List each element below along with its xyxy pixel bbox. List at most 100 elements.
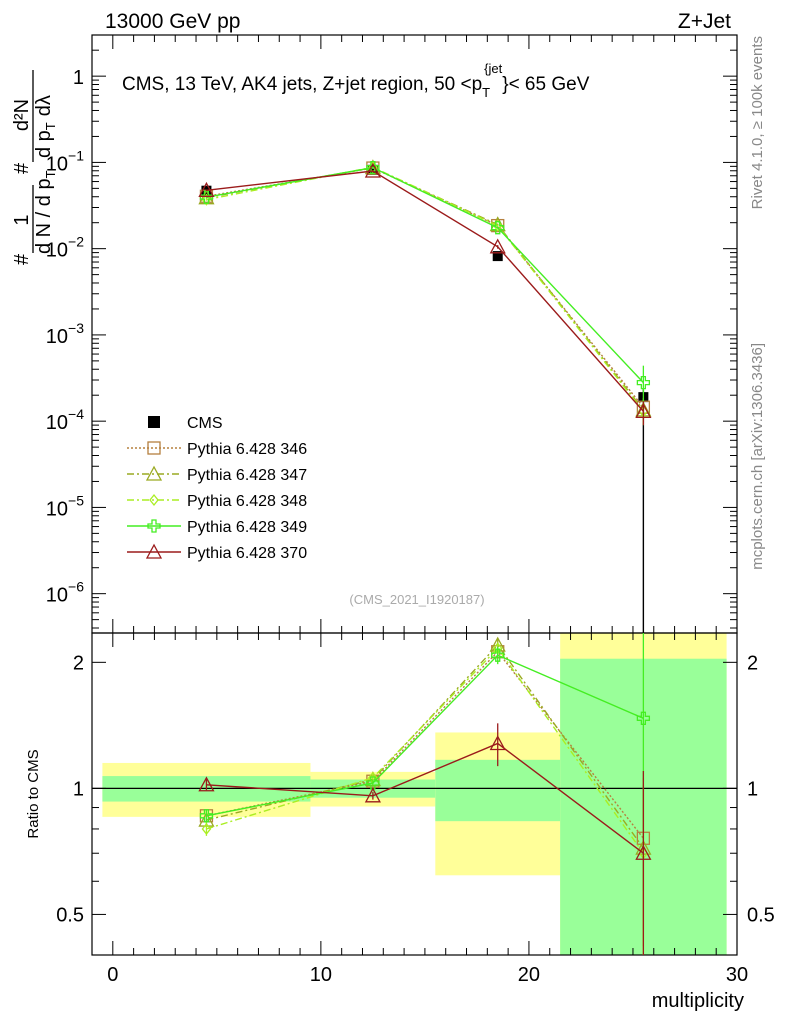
- legend-marker-2: [149, 493, 159, 507]
- main-line-0: [206, 167, 644, 408]
- ylabel-num: d²N: [11, 99, 33, 131]
- ylabel-sub-b: T: [43, 122, 58, 130]
- legend-label-data: CMS: [187, 415, 223, 432]
- main-ytick-label: 10−6: [46, 579, 84, 607]
- ratio-point: [198, 776, 215, 792]
- tick-base: 10: [46, 326, 68, 348]
- main-series-2: [201, 161, 649, 426]
- ratio-line-0: [206, 650, 644, 839]
- analysis-tag: (CMS_2021_I1920187): [349, 592, 484, 607]
- ylabel-den-left: d N / d pT: [33, 170, 58, 254]
- ratio-point: [636, 711, 651, 725]
- ratio-point: [199, 809, 214, 823]
- ylabel-hash-b: #: [11, 162, 33, 174]
- main-point: [492, 219, 503, 232]
- main-title: CMS, 13 TeV, AK4 jets, Z+jet region, 50 …: [122, 61, 590, 100]
- panel-frames: [91, 34, 738, 956]
- tick-exp: −6: [68, 579, 84, 595]
- x-tick-label: 20: [518, 964, 540, 986]
- ratio-ylabel: Ratio to CMS: [25, 749, 42, 838]
- ratio-uncertainty-bands: [102, 633, 727, 955]
- main-line-4: [206, 170, 644, 412]
- main-ylabel: # 1 d N / d pT # d²N d pTdλ: [11, 70, 58, 265]
- main-point: [364, 162, 381, 178]
- main-point: [635, 402, 652, 418]
- tick-base: 10: [46, 498, 68, 520]
- main-ytick-label: 10−5: [46, 492, 84, 520]
- legend-label-4: Pythia 6.428 370: [187, 545, 307, 562]
- tick-exp: −1: [68, 147, 84, 163]
- legend-label-2: Pythia 6.428 348: [187, 493, 307, 510]
- legend-label-0: Pythia 6.428 346: [187, 441, 307, 458]
- main-ytick-label: 10−1: [46, 147, 84, 175]
- legend-marker-1: [145, 465, 163, 481]
- legend-marker-0: [147, 441, 161, 455]
- main-point: [198, 181, 215, 197]
- main-series-3: [199, 160, 651, 415]
- main-series-1: [198, 159, 652, 424]
- ratio-ytick-label-left: 1: [73, 778, 84, 800]
- ratio-point: [366, 776, 380, 790]
- ratio-series-3: [199, 633, 651, 891]
- ratio-point: [201, 822, 212, 835]
- ylabel-sub-a: T: [43, 170, 58, 178]
- tick-base: 10: [46, 240, 68, 262]
- ratio-ytick-label-left: 0.5: [56, 904, 84, 926]
- main-point: [636, 375, 651, 390]
- title-close: }: [502, 74, 508, 95]
- ratio-ytick-label-left: 2: [73, 652, 84, 674]
- band-inner-2: [435, 759, 561, 822]
- ratio-point: [635, 844, 652, 860]
- legend-label-1: Pythia 6.428 347: [187, 467, 307, 484]
- title-sup: {jet: [484, 61, 502, 76]
- tick-base: 1: [73, 67, 84, 89]
- ylabel-hash-a: #: [11, 253, 33, 265]
- data-point: [367, 164, 378, 175]
- series-marks: [198, 159, 652, 955]
- header-right: Z+Jet: [678, 10, 731, 33]
- main-ytick-label: 10−2: [46, 234, 84, 262]
- ylabel-lambda: dλ: [33, 95, 55, 116]
- title-suffix: < 65 GeV: [509, 74, 590, 95]
- x-tick-label: 10: [310, 964, 332, 986]
- title-prefix: CMS, 13 TeV, AK4 jets, Z+jet region, 50 …: [122, 74, 482, 95]
- tick-base: 10: [46, 412, 68, 434]
- x-axis-label: multiplicity: [652, 990, 744, 1012]
- main-line-1: [206, 166, 644, 411]
- axis-ticks: 10−610−510−410−310−210−110 10 20 300.5 0.51 1…: [46, 34, 775, 986]
- data-point: [492, 251, 503, 262]
- main-point: [366, 160, 380, 175]
- tick-exp: −5: [68, 492, 84, 508]
- tick-exp: −3: [68, 320, 84, 336]
- main-point: [491, 221, 505, 235]
- main-series-4: [198, 162, 652, 426]
- tick-exp: −4: [68, 406, 84, 422]
- x-tick-label: 30: [726, 964, 748, 986]
- tick-base: 10: [46, 153, 68, 175]
- main-line-3: [206, 166, 644, 384]
- main-series-0: [199, 161, 651, 420]
- ratio-ytick-label-right: 0.5: [747, 904, 775, 926]
- tick-exp: −2: [68, 234, 84, 250]
- main-ytick-label: 10−4: [46, 406, 84, 434]
- ylabel-den-right: d pTdλ: [33, 95, 58, 158]
- main-point: [201, 193, 212, 206]
- rivet-note: Rivet 4.1.0, ≥ 100k events: [749, 36, 766, 209]
- ratio-point: [364, 787, 381, 803]
- main-ytick-label: 10−3: [46, 320, 84, 348]
- legend-marker-4: [145, 543, 163, 559]
- ratio-line-3: [206, 654, 644, 817]
- mcplots-note: mcplots.cern.ch [arXiv:1306.3436]: [749, 343, 766, 570]
- tick-base: 10: [46, 585, 68, 607]
- ratio-ytick-label-right: 2: [747, 652, 758, 674]
- main-data-series: [201, 164, 649, 633]
- legend-marker-data: [148, 416, 160, 428]
- main-point: [489, 238, 506, 254]
- title-sub: T: [482, 85, 490, 100]
- ratio-point: [491, 648, 505, 662]
- legend: CMS Pythia 6.428 346 Pythia 6.428 347 Pythi…: [127, 415, 307, 562]
- ratio-ytick-label-right: 1: [747, 778, 758, 800]
- ylabel-one: 1: [11, 214, 33, 225]
- ratio-line-4: [206, 742, 644, 854]
